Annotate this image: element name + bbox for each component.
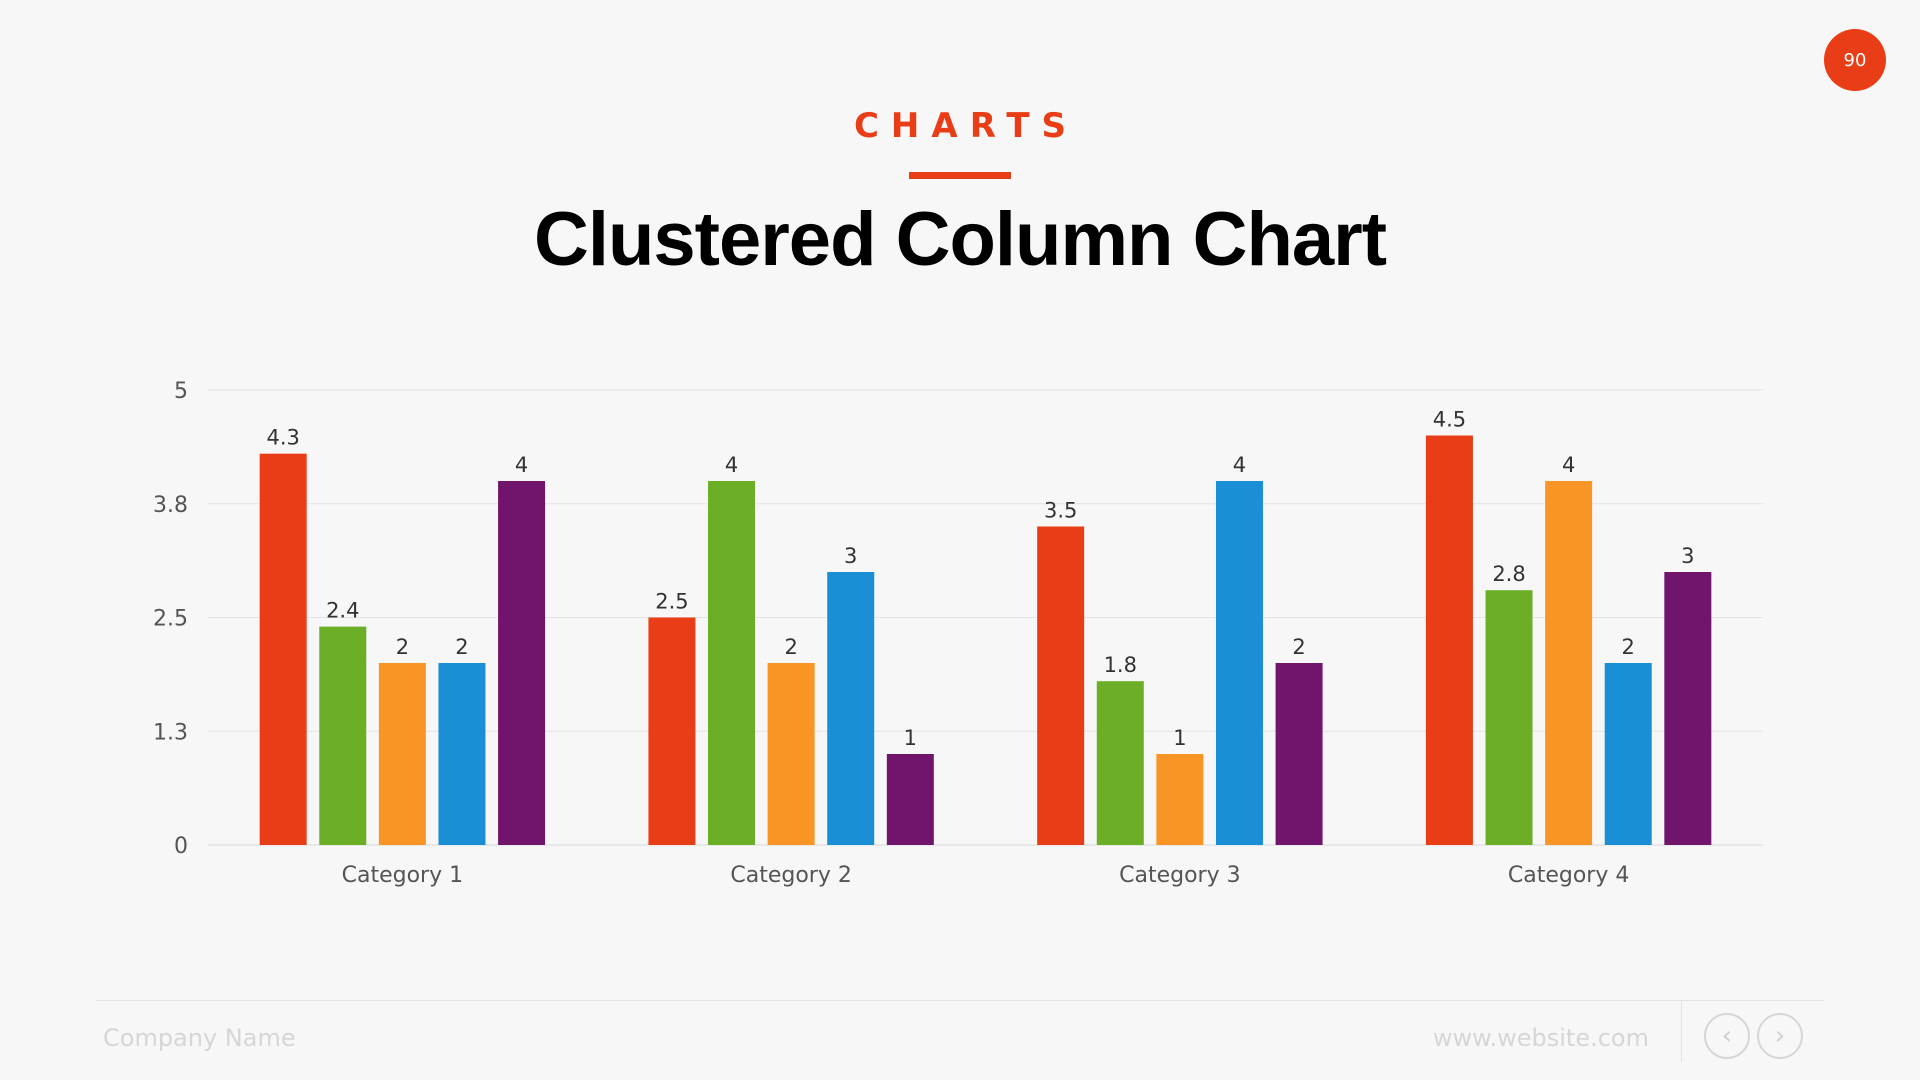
next-slide-button[interactable]: ›	[1757, 1013, 1803, 1059]
footer-website: www.website.com	[1432, 1024, 1649, 1052]
data-label: 3	[1681, 544, 1694, 568]
footer-separator	[1681, 1000, 1682, 1062]
bar	[827, 572, 875, 845]
y-tick-label: 5	[174, 379, 188, 404]
footer-divider	[96, 1000, 1824, 1001]
data-label: 1	[1173, 726, 1186, 750]
chevron-right-icon: ›	[1774, 1021, 1786, 1051]
chevron-left-icon: ‹	[1721, 1021, 1733, 1051]
section-kicker: CHARTS	[853, 106, 1079, 146]
footer-company-name: Company Name	[103, 1024, 296, 1052]
page-number-badge: 90	[1824, 29, 1886, 91]
bar	[1545, 481, 1593, 845]
data-label: 1.8	[1104, 653, 1137, 677]
y-tick-label: 3.8	[153, 493, 188, 518]
data-label: 4	[515, 453, 528, 477]
data-label: 2	[396, 635, 409, 659]
data-label: 2.8	[1492, 562, 1525, 586]
data-label: 2	[1292, 635, 1305, 659]
bar	[498, 481, 546, 845]
bar	[886, 754, 934, 845]
x-tick-label: Category 3	[1119, 863, 1240, 888]
data-label: 3.5	[1044, 499, 1077, 523]
data-label: 3	[844, 544, 857, 568]
y-tick-label: 2.5	[153, 607, 188, 632]
data-label: 2	[455, 635, 468, 659]
data-label: 4	[1233, 453, 1246, 477]
bar	[1485, 590, 1533, 845]
prev-slide-button[interactable]: ‹	[1704, 1013, 1750, 1059]
bar	[438, 663, 486, 845]
bar	[648, 617, 696, 845]
bar	[1215, 481, 1263, 845]
bar	[1037, 526, 1085, 845]
data-label: 4	[1562, 453, 1575, 477]
bar	[259, 453, 307, 845]
data-label: 1	[904, 726, 917, 750]
data-label: 4	[725, 453, 738, 477]
bar	[1425, 435, 1473, 845]
bar	[319, 626, 367, 845]
y-tick-label: 0	[174, 834, 188, 859]
data-label: 4.5	[1433, 408, 1466, 432]
bar	[1156, 754, 1204, 845]
y-tick-label: 1.3	[153, 720, 188, 745]
bar	[1604, 663, 1652, 845]
clustered-column-chart: 0 1.3 2.5 3.8 5 4.3 2.4 2 2 4 Category 1 2.5 4 2 3 1 Cat…	[153, 379, 1763, 888]
data-label: 2.5	[655, 590, 688, 614]
bar	[708, 481, 756, 845]
kicker-underline	[909, 172, 1011, 179]
slide-title: Clustered Column Chart	[533, 197, 1387, 282]
bar	[767, 663, 815, 845]
data-label: 4.3	[266, 426, 299, 450]
x-tick-label: Category 4	[1508, 863, 1629, 888]
bar	[1275, 663, 1323, 845]
data-label: 2.4	[326, 599, 359, 623]
bar	[378, 663, 426, 845]
x-tick-label: Category 1	[342, 863, 463, 888]
bar	[1664, 572, 1712, 845]
x-tick-label: Category 2	[730, 863, 851, 888]
data-label: 2	[784, 635, 797, 659]
bar	[1096, 681, 1144, 845]
data-label: 2	[1622, 635, 1635, 659]
